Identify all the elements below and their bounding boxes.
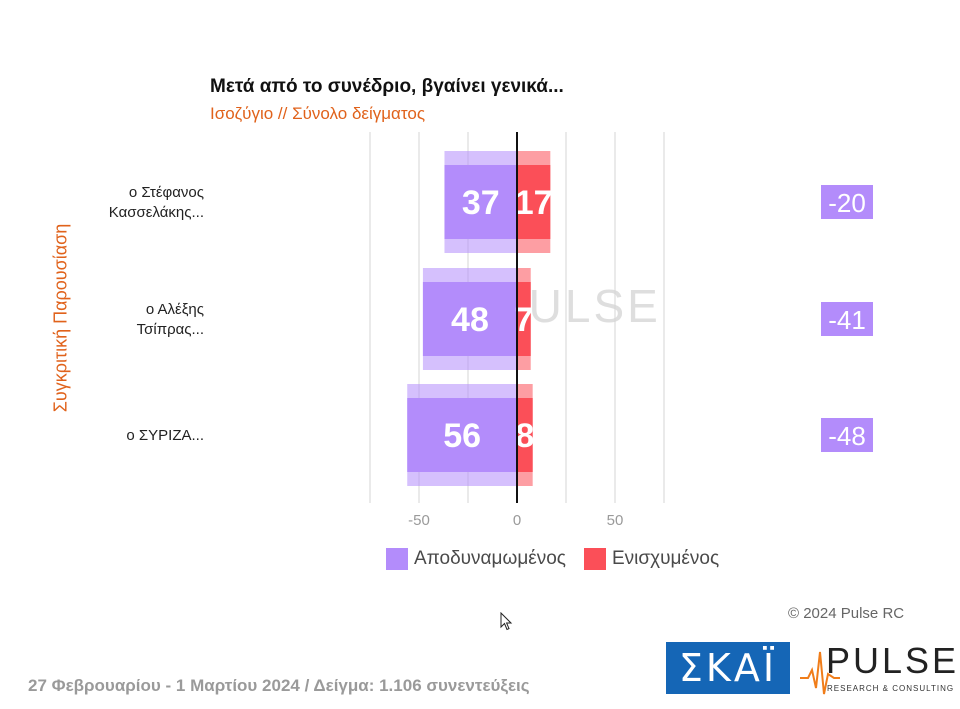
data-label-weakened: 37 <box>462 184 500 222</box>
category-label: ο ΣΥΡΙΖΑ... <box>126 427 204 444</box>
bar-strengthened <box>517 282 531 356</box>
balance-badge <box>821 302 873 336</box>
balance-badge <box>821 418 873 452</box>
x-tick-label: -50 <box>408 512 430 529</box>
pulse-logo: PULSE RESEARCH & CONSULTING <box>800 640 956 698</box>
data-label-strengthened: 8 <box>515 417 534 455</box>
legend-label-weakened: Αποδυναμωμένος <box>414 548 566 569</box>
bar-weakened <box>444 165 517 239</box>
survey-footer: 27 Φεβρουαρίου - 1 Μαρτίου 2024 / Δείγμα… <box>28 676 530 695</box>
bar-weakened <box>407 398 517 472</box>
pulse-wave-icon <box>800 651 840 695</box>
category-label-line: ο Αλέξης <box>146 301 204 318</box>
balance-value: -20 <box>828 188 866 218</box>
category-label: ο Στέφανος Κασσελάκης... <box>109 184 204 221</box>
pulse-logo-word: PULSE <box>826 640 960 681</box>
bar-strengthened <box>517 165 551 239</box>
pulse-logo-tagline: RESEARCH & CONSULTING <box>827 684 955 693</box>
x-tick-label: 50 <box>607 512 624 529</box>
category-label-line: Τσίπρας... <box>137 321 204 338</box>
legend: Αποδυναμωμένος Ενισχυμένος <box>386 548 719 570</box>
data-label-strengthened: 17 <box>515 184 553 222</box>
balance-value: -48 <box>828 421 866 451</box>
data-label-weakened: 48 <box>451 301 489 339</box>
data-label-strengthened: 7 <box>514 301 533 339</box>
category-label-line: Κασσελάκης... <box>109 204 204 221</box>
chart-title: Μετά από το συνέδριο, βγαίνει γενικά... <box>210 76 564 97</box>
mouse-cursor-icon <box>500 612 513 631</box>
data-label-weakened: 56 <box>443 417 481 455</box>
legend-swatch-strengthened <box>583 548 606 570</box>
skai-logo: ΣΚΑΪ <box>666 642 790 694</box>
y-axis-title: Συγκριτική Παρουσίαση <box>50 223 71 413</box>
bar-strengthened <box>517 398 533 472</box>
copyright-notice: © 2024 Pulse RC <box>788 605 905 622</box>
chart-subtitle: Ισοζύγιο // Σύνολο δείγματος <box>210 104 426 123</box>
category-label: ο Αλέξης Τσίπρας... <box>137 301 204 338</box>
legend-label-strengthened: Ενισχυμένος <box>611 548 720 569</box>
category-label-line: ο ΣΥΡΙΖΑ... <box>126 427 204 444</box>
balance-badge <box>821 185 873 219</box>
bar-weakened <box>422 282 517 356</box>
category-label-line: ο Στέφανος <box>129 184 204 201</box>
x-tick-label: 0 <box>513 512 521 529</box>
legend-swatch-weakened <box>386 548 408 570</box>
balance-value: -41 <box>828 305 866 335</box>
